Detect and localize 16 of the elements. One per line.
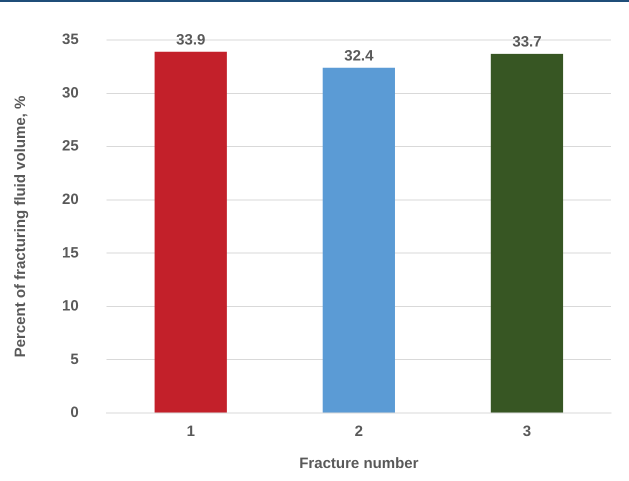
- x-tick-label: 3: [522, 423, 532, 440]
- x-axis-title: Fracture number: [299, 455, 419, 472]
- y-tick-label: 30: [62, 84, 79, 102]
- y-tick-label: 15: [62, 244, 79, 262]
- data-label: 33.7: [512, 33, 542, 50]
- y-tick-label: 10: [62, 298, 79, 315]
- x-tick-label: 1: [186, 423, 195, 440]
- x-tick-label: 2: [354, 423, 364, 440]
- data-label: 32.4: [344, 47, 374, 64]
- y-tick-label: 35: [62, 31, 79, 48]
- y-tick-label: 5: [70, 350, 79, 368]
- data-label: 33.9: [176, 31, 206, 48]
- y-tick-label: 0: [70, 404, 79, 422]
- y-axis-title: Percent of fracturing fluid volume, %: [12, 96, 30, 358]
- y-tick-label: 20: [62, 191, 79, 208]
- y-tick-label: 25: [62, 138, 79, 155]
